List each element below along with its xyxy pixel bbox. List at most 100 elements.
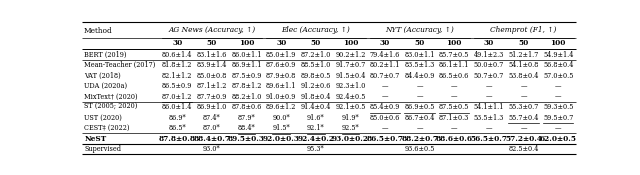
Text: 59.3±0.5: 59.3±0.5 (543, 103, 573, 111)
Text: —: — (555, 93, 561, 101)
Text: 56.8±0.4: 56.8±0.4 (543, 61, 573, 69)
Text: —: — (382, 124, 388, 132)
Text: 92.1±0.5: 92.1±0.5 (335, 103, 365, 111)
Text: 54.1±0.8: 54.1±0.8 (508, 61, 539, 69)
Text: 86.5±0.6: 86.5±0.6 (439, 72, 470, 80)
Text: 53.8±0.4: 53.8±0.4 (508, 72, 539, 80)
Text: 91.6*: 91.6* (307, 114, 324, 122)
Text: 100: 100 (239, 40, 254, 47)
Text: 83.0±1.1: 83.0±1.1 (404, 51, 435, 59)
Text: 54.1±1.1: 54.1±1.1 (474, 103, 504, 111)
Text: Supervised: Supervised (84, 145, 122, 153)
Text: 89.5±0.3: 89.5±0.3 (228, 135, 265, 143)
Text: 83.1±1.6: 83.1±1.6 (196, 51, 227, 59)
Text: 88.5±1.0: 88.5±1.0 (301, 61, 331, 69)
Text: 55.7±0.4: 55.7±0.4 (508, 114, 539, 122)
Text: 86.0±1.1: 86.0±1.1 (231, 51, 262, 59)
Text: 50: 50 (207, 40, 217, 47)
Text: 86.0±1.4: 86.0±1.4 (162, 103, 193, 111)
Text: 30: 30 (380, 40, 390, 47)
Text: —: — (486, 82, 492, 90)
Text: —: — (417, 82, 423, 90)
Text: 55.3±0.7: 55.3±0.7 (508, 103, 539, 111)
Text: 93.0*: 93.0* (203, 145, 221, 153)
Text: 86.5±0.7: 86.5±0.7 (367, 135, 404, 143)
Text: 93.0±0.2: 93.0±0.2 (332, 135, 369, 143)
Text: 84.4±0.9: 84.4±0.9 (404, 72, 435, 80)
Text: 80.7±0.7: 80.7±0.7 (370, 72, 400, 80)
Text: 87.4*: 87.4* (203, 114, 221, 122)
Text: 100: 100 (343, 40, 358, 47)
Text: 87.1±0.3: 87.1±0.3 (439, 114, 470, 122)
Text: 85.7±0.5: 85.7±0.5 (439, 51, 470, 59)
Text: 91.2±0.6: 91.2±0.6 (301, 82, 331, 90)
Text: UST (2020): UST (2020) (84, 114, 122, 122)
Text: 85.4±0.9: 85.4±0.9 (370, 103, 400, 111)
Text: 87.8±1.2: 87.8±1.2 (231, 82, 262, 90)
Text: 100: 100 (550, 40, 566, 47)
Text: 88.2±1.0: 88.2±1.0 (231, 93, 262, 101)
Text: 86.5*: 86.5* (168, 124, 186, 132)
Text: 51.2±1.7: 51.2±1.7 (508, 51, 539, 59)
Text: 93.6±0.5: 93.6±0.5 (404, 145, 435, 153)
Text: 92.0±0.3: 92.0±0.3 (262, 135, 300, 143)
Text: 87.5±0.9: 87.5±0.9 (231, 72, 262, 80)
Text: 85.0±1.9: 85.0±1.9 (266, 51, 296, 59)
Text: —: — (520, 82, 527, 90)
Text: 87.7±0.9: 87.7±0.9 (196, 93, 227, 101)
Text: 90.0*: 90.0* (273, 114, 290, 122)
Text: BERT (2019): BERT (2019) (84, 51, 127, 59)
Text: —: — (520, 124, 527, 132)
Text: 53.5±1.3: 53.5±1.3 (474, 114, 504, 122)
Text: 50.0±0.7: 50.0±0.7 (474, 61, 504, 69)
Text: 91.5*: 91.5* (273, 124, 290, 132)
Text: 79.4±1.6: 79.4±1.6 (370, 51, 400, 59)
Text: NYT (Accuracy, ↑): NYT (Accuracy, ↑) (385, 26, 454, 34)
Text: 91.5±0.4: 91.5±0.4 (335, 72, 365, 80)
Text: 92.5*: 92.5* (342, 124, 359, 132)
Text: —: — (417, 93, 423, 101)
Text: 56.5±0.7: 56.5±0.7 (470, 135, 508, 143)
Text: 50: 50 (310, 40, 321, 47)
Text: UDA (2020a): UDA (2020a) (84, 82, 127, 90)
Text: 85.0±0.6: 85.0±0.6 (370, 114, 400, 122)
Text: —: — (451, 124, 458, 132)
Text: 91.4±0.4: 91.4±0.4 (301, 103, 331, 111)
Text: Chemprot (F1, ↑): Chemprot (F1, ↑) (490, 26, 557, 34)
Text: 50: 50 (415, 40, 425, 47)
Text: 82.1±1.2: 82.1±1.2 (162, 72, 193, 80)
Text: 92.3±1.0: 92.3±1.0 (335, 82, 365, 90)
Text: 86.9±1.0: 86.9±1.0 (196, 103, 227, 111)
Text: 54.9±1.4: 54.9±1.4 (543, 51, 573, 59)
Text: Mean-Teacher (2017): Mean-Teacher (2017) (84, 61, 156, 69)
Text: 85.0±0.8: 85.0±0.8 (196, 72, 227, 80)
Text: 87.0±1.2: 87.0±1.2 (162, 93, 193, 101)
Text: 30: 30 (172, 40, 182, 47)
Text: AG News (Accuracy, ↑): AG News (Accuracy, ↑) (168, 26, 255, 34)
Text: 83.9±1.4: 83.9±1.4 (196, 61, 227, 69)
Text: 86.9*: 86.9* (168, 114, 186, 122)
Text: 88.4*: 88.4* (237, 124, 255, 132)
Text: MixText† (2020): MixText† (2020) (84, 93, 138, 101)
Text: 89.6±1.2: 89.6±1.2 (266, 103, 296, 111)
Text: —: — (486, 124, 492, 132)
Text: —: — (382, 82, 388, 90)
Text: 30: 30 (276, 40, 286, 47)
Text: VAT (2018): VAT (2018) (84, 72, 121, 80)
Text: 80.2±1.1: 80.2±1.1 (370, 61, 400, 69)
Text: 91.7±0.7: 91.7±0.7 (335, 61, 365, 69)
Text: 30: 30 (484, 40, 494, 47)
Text: —: — (555, 124, 561, 132)
Text: 91.0±0.9: 91.0±0.9 (266, 93, 296, 101)
Text: 86.9±0.5: 86.9±0.5 (404, 103, 435, 111)
Text: 92.4±0.5: 92.4±0.5 (335, 93, 365, 101)
Text: 88.6±0.6: 88.6±0.6 (436, 135, 473, 143)
Text: —: — (451, 82, 458, 90)
Text: 87.9±0.8: 87.9±0.8 (266, 72, 296, 80)
Text: 50.7±0.7: 50.7±0.7 (474, 72, 504, 80)
Text: 57.2±0.4: 57.2±0.4 (505, 135, 542, 143)
Text: —: — (451, 93, 458, 101)
Text: 82.5±0.4: 82.5±0.4 (508, 145, 539, 153)
Text: 83.5±1.3: 83.5±1.3 (404, 61, 435, 69)
Text: 90.2±1.2: 90.2±1.2 (335, 51, 365, 59)
